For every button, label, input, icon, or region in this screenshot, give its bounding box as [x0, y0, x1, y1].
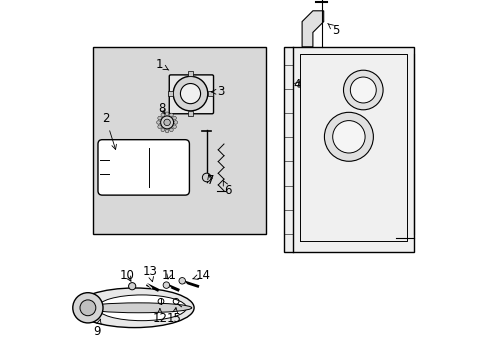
Circle shape: [158, 116, 161, 120]
Circle shape: [158, 125, 161, 129]
Text: 15: 15: [166, 308, 182, 325]
Text: 13: 13: [142, 265, 157, 282]
Circle shape: [165, 129, 168, 133]
Circle shape: [163, 119, 170, 126]
Circle shape: [161, 113, 164, 117]
Circle shape: [174, 121, 177, 124]
Circle shape: [343, 70, 382, 110]
Circle shape: [163, 282, 169, 288]
Ellipse shape: [75, 288, 194, 328]
Circle shape: [160, 116, 173, 129]
Text: 9: 9: [93, 319, 101, 338]
Text: 14: 14: [192, 269, 210, 282]
FancyBboxPatch shape: [169, 75, 213, 114]
Circle shape: [73, 293, 103, 323]
Bar: [187, 71, 193, 76]
Text: 6: 6: [223, 181, 232, 197]
Circle shape: [172, 125, 176, 129]
Text: 5: 5: [327, 23, 339, 37]
Circle shape: [324, 112, 373, 161]
Text: 2: 2: [102, 112, 116, 149]
Polygon shape: [302, 11, 323, 47]
Circle shape: [169, 128, 173, 132]
Text: 8: 8: [158, 102, 165, 114]
Circle shape: [80, 300, 96, 316]
Text: 10: 10: [120, 269, 135, 282]
Circle shape: [180, 84, 200, 104]
FancyBboxPatch shape: [284, 47, 413, 252]
Circle shape: [169, 113, 173, 117]
FancyBboxPatch shape: [98, 140, 189, 195]
Text: 1: 1: [156, 58, 168, 71]
Circle shape: [332, 121, 365, 153]
Circle shape: [161, 128, 164, 132]
Ellipse shape: [97, 295, 186, 321]
Circle shape: [179, 278, 185, 284]
Text: 11: 11: [161, 269, 176, 282]
Circle shape: [349, 77, 375, 103]
Circle shape: [202, 173, 211, 182]
Circle shape: [128, 283, 136, 290]
Bar: [208, 91, 213, 96]
Polygon shape: [93, 47, 265, 234]
Circle shape: [172, 116, 176, 120]
Text: 3: 3: [211, 85, 224, 98]
Text: 7: 7: [206, 174, 214, 186]
Ellipse shape: [84, 303, 191, 313]
Circle shape: [156, 121, 160, 124]
Bar: [167, 91, 172, 96]
Circle shape: [173, 76, 207, 111]
Text: 4: 4: [292, 78, 300, 91]
Circle shape: [165, 112, 168, 116]
Text: 12: 12: [152, 309, 167, 325]
Bar: [187, 111, 193, 116]
